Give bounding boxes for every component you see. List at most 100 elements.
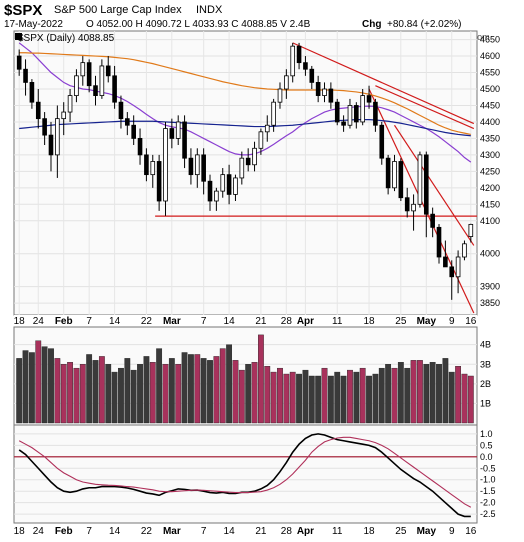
volume-bar: [391, 367, 398, 424]
candle: [436, 224, 442, 264]
x-tick-label: 24: [33, 316, 45, 327]
x-axis-top: 18 24 Feb 7 14 22 Mar 7 14 21 28 Apr 11 18 25 May 9 16: [14, 316, 477, 327]
volume-bar: [467, 375, 474, 424]
candle: [392, 154, 397, 192]
candle: [48, 121, 54, 172]
volume-bar: [404, 367, 411, 424]
candle: [80, 56, 86, 86]
candle: [315, 75, 321, 103]
candle: [182, 115, 187, 169]
volume-bar: [226, 344, 233, 424]
x-tick-label: 25: [395, 316, 407, 327]
volume-bar: [417, 360, 423, 424]
candle: [258, 128, 264, 155]
candle: [430, 207, 435, 238]
x-tick-label: 7: [201, 316, 207, 327]
candle: [328, 82, 334, 109]
x-tick-label: 28: [281, 316, 293, 327]
volume-bar: [302, 369, 309, 424]
price-tick-label: 4500: [480, 84, 500, 94]
candle: [411, 194, 416, 231]
x-tick-label: May: [417, 526, 437, 537]
macd-y-axis: 1.00.5 0.0-0.5 -1.0-1.5 -2.0-2.5: [480, 429, 496, 519]
x-tick-label: 22: [141, 526, 153, 537]
candle: [443, 240, 448, 268]
candle: [360, 89, 365, 126]
volume-bar: [98, 356, 105, 424]
volume-bar: [60, 364, 67, 424]
x-tick-label: Mar: [163, 316, 181, 327]
header-chg-label: Chg: [362, 19, 381, 30]
x-tick-label: 7: [86, 316, 92, 327]
candle: [201, 148, 206, 195]
volume-bar: [111, 371, 118, 424]
candle: [226, 164, 232, 205]
macd-tick-label: 0.0: [480, 452, 493, 462]
x-tick-label: 22: [141, 316, 153, 327]
volume-bar: [124, 358, 131, 424]
volume-bar: [378, 367, 385, 424]
x-tick-label: 7: [201, 526, 207, 537]
volume-bar: [168, 358, 175, 424]
volume-bar: [219, 348, 226, 424]
candle: [86, 59, 92, 93]
candle: [455, 250, 461, 294]
candle: [207, 174, 213, 211]
price-tick-label: 4350: [480, 133, 500, 143]
volume-bar: [67, 362, 73, 424]
volume-bar: [321, 367, 328, 424]
volume-bar: [277, 367, 283, 424]
volume-bar: [194, 354, 201, 424]
candle: [105, 56, 111, 83]
x-tick-label: 18: [363, 316, 375, 327]
header-name: S&P 500 Large Cap Index: [54, 4, 182, 16]
x-tick-label: May: [417, 316, 437, 327]
x-tick-label: 21: [255, 526, 267, 537]
candle: [194, 148, 200, 188]
header-chg-value: +80.84 (+2.02%): [387, 19, 462, 30]
candle: [252, 141, 257, 172]
volume-bar: [385, 364, 392, 424]
volume-bar: [436, 364, 442, 424]
price-tick-label: 3900: [480, 282, 500, 292]
volume-bar: [366, 375, 372, 424]
price-y-axis: 3850 3900 4000 4100 4150 4200 4250 4300 4350 4400…: [480, 35, 500, 309]
candle: [131, 115, 136, 145]
candle: [74, 69, 79, 103]
candle: [55, 105, 60, 178]
volume-tick-label: 1B: [480, 398, 491, 408]
candle: [277, 82, 283, 109]
x-tick-label: 16: [465, 316, 477, 327]
x-tick-label: 18: [363, 526, 375, 537]
volume-bar: [181, 352, 188, 424]
price-tick-label: 4250: [480, 166, 500, 176]
candle: [137, 128, 143, 165]
volume-bar: [347, 369, 353, 424]
trend-line: [292, 42, 475, 125]
volume-bar: [130, 369, 137, 424]
volume-bar: [175, 364, 182, 424]
volume-bar: [448, 371, 455, 424]
candle: [341, 115, 346, 132]
x-tick-label: 9: [449, 316, 455, 327]
volume-bar: [118, 367, 124, 424]
candle: [468, 223, 474, 243]
volume-bar: [372, 373, 379, 424]
volume-bar: [455, 366, 462, 424]
candle: [42, 112, 47, 145]
candle: [35, 89, 41, 129]
volume-bar: [143, 356, 150, 424]
candle: [150, 154, 156, 188]
volume-bar: [162, 364, 169, 424]
candle: [322, 82, 327, 103]
candle: [29, 79, 35, 109]
volume-bar: [270, 371, 277, 424]
volume-bar: [54, 358, 61, 424]
candle: [214, 187, 219, 211]
volume-bar: [41, 346, 48, 424]
x-tick-label: 7: [86, 526, 92, 537]
volume-bar: [200, 358, 207, 424]
candle: [112, 65, 117, 109]
volume-bar: [308, 375, 315, 424]
